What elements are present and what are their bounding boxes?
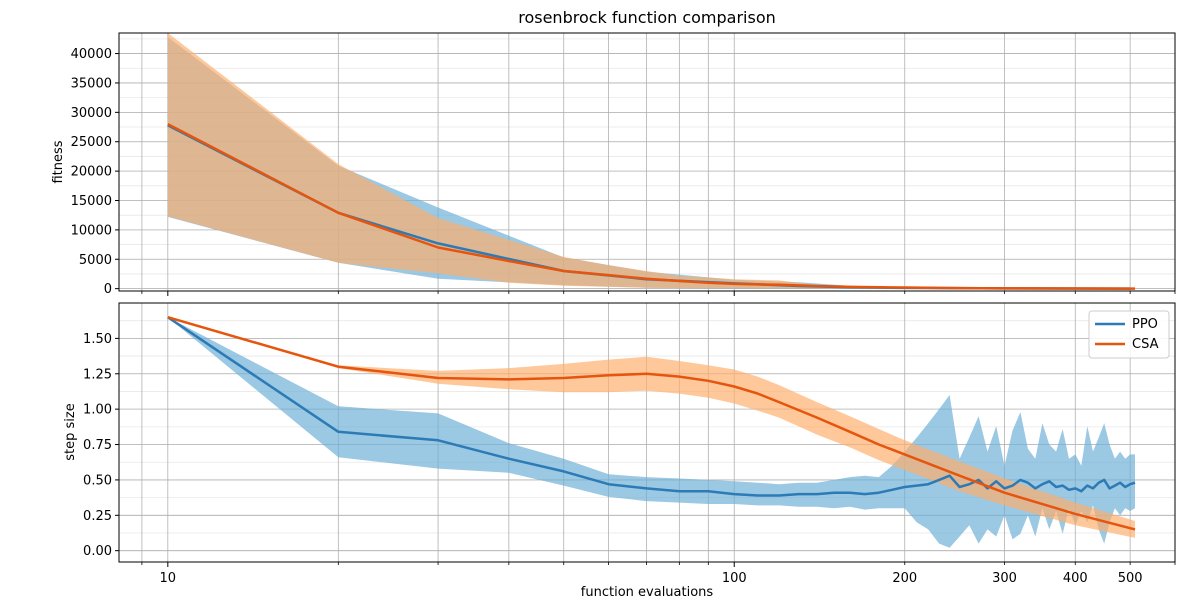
y-tick-label: 30000 [71,106,112,121]
x-tick-label: 400 [1063,571,1088,586]
y-tick-label: 1.25 [83,367,112,382]
step-size-axes-frame [118,302,1176,563]
line-csa [167,315,1136,531]
band-csa [167,317,1136,538]
x-tick-label: 300 [992,571,1017,586]
x-tick-label: 500 [1118,571,1143,586]
x-tick-label: 10 [160,571,177,586]
fitness-lines [167,122,1136,290]
fitness-ticks: 0 5000 10000 15000 20000 25000 30000 35000 40000 [71,47,1176,297]
y-tick-label: 15000 [71,194,112,209]
y-tick-label: 1.00 [83,403,112,418]
y-tick-label: 0 [104,282,112,297]
fitness-axes-frame [118,32,1176,292]
y-tick-label: 0.50 [83,473,112,488]
y-tick-label: 0.00 [83,544,112,559]
line-ppo [167,316,1136,497]
chart-title: rosenbrock function comparison [518,8,776,27]
line-csa [167,122,1136,290]
y-tick-label: 0.75 [83,438,112,453]
fitness-y-axis-label: fitness [51,140,66,183]
step-size-panel: 0.00 0.25 0.50 0.75 1.00 1.25 1.50 10 100 200 300 4… [63,302,1176,600]
y-tick-label: 35000 [71,76,112,91]
y-tick-label: 20000 [71,165,112,180]
step-size-ticks: 0.00 0.25 0.50 0.75 1.00 1.25 1.50 10 100 200 300 4… [83,332,1176,586]
x-tick-label: 200 [892,571,917,586]
fitness-bands [167,33,1136,289]
legend: PPO CSA [1088,310,1170,359]
y-tick-label: 0.25 [83,509,112,524]
legend-label-ppo: PPO [1132,317,1158,332]
x-tick-label: 100 [722,571,747,586]
x-axis-label: function evaluations [581,585,714,600]
y-tick-label: 10000 [71,223,112,238]
step-size-y-axis-label: step size [63,403,78,460]
y-tick-label: 1.50 [83,332,112,347]
fitness-panel: 0 5000 10000 15000 20000 25000 30000 35000 40000… [51,32,1176,297]
band-csa [167,33,1136,289]
y-tick-label: 5000 [79,253,112,268]
y-tick-label: 40000 [71,47,112,62]
legend-label-csa: CSA [1132,337,1159,352]
y-tick-label: 25000 [71,135,112,150]
step-size-lines [167,315,1136,531]
